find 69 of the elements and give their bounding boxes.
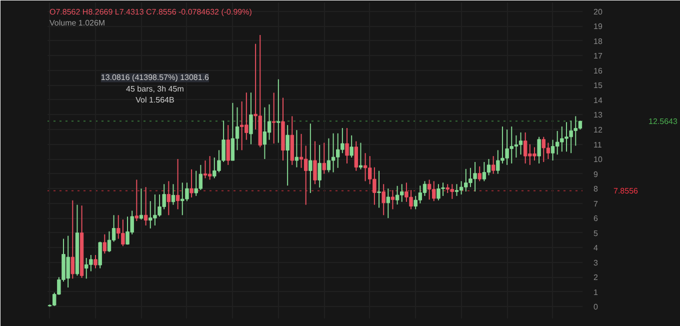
ref-line-label: 7.8556 xyxy=(614,186,639,196)
candlestick xyxy=(276,78,280,144)
candlestick xyxy=(166,180,171,216)
candlestick xyxy=(102,234,107,254)
candlestick xyxy=(98,241,102,269)
candlestick xyxy=(354,140,358,172)
candlestick xyxy=(230,102,235,161)
annotation: Volume 1.026M xyxy=(50,18,106,28)
candlestick xyxy=(326,138,331,173)
candlestick xyxy=(272,92,276,144)
y-tick-label: 4 xyxy=(594,244,598,253)
candlestick xyxy=(226,124,230,166)
candlestick xyxy=(482,161,486,182)
y-tick-label: 9 xyxy=(594,170,598,179)
y-tick-label: 0 xyxy=(594,302,598,312)
candlestick xyxy=(190,168,194,198)
candlestick xyxy=(294,130,299,168)
y-tick-label: 12 xyxy=(594,125,603,134)
candlestick xyxy=(322,142,326,174)
ref-line-label: 12.5643 xyxy=(648,117,678,126)
y-tick-label: 6 xyxy=(594,214,598,224)
candlestick xyxy=(345,128,349,164)
y-tick-label: 18 xyxy=(594,36,603,46)
text: O7.8562 H8.2669 L7.4313 C7.8556 -0.0784632 (-0.99%) xyxy=(50,8,252,16)
candlestick xyxy=(386,188,390,219)
y-tick-label: 20 xyxy=(594,7,603,16)
y-tick-label: 3 xyxy=(594,258,598,268)
candlestick xyxy=(308,123,312,194)
y-tick-label: 1 xyxy=(594,288,598,297)
candlestick xyxy=(390,190,395,210)
y-tick-label: 8 xyxy=(594,184,598,194)
candlestick xyxy=(537,136,541,164)
y-tick-label: 19 xyxy=(594,22,603,32)
candlestick xyxy=(176,158,180,210)
candlestick xyxy=(139,188,144,220)
candlestick xyxy=(267,104,272,140)
annotation: Vol 1.564B xyxy=(136,95,174,104)
candlestick xyxy=(377,170,381,208)
annotation: 45 bars, 3h 45m xyxy=(126,84,184,94)
candlestick xyxy=(171,184,176,206)
candlestick xyxy=(382,184,386,216)
candlestick xyxy=(318,144,322,188)
candlestick xyxy=(249,92,253,145)
candlestick xyxy=(518,132,523,156)
candlestick xyxy=(94,254,98,269)
candlestick xyxy=(491,156,496,174)
y-tick-label: 7 xyxy=(594,199,598,208)
candlestick xyxy=(107,230,112,253)
annotation: 13.0816 (41398.57%) 13081.6 xyxy=(100,73,210,82)
candlestick xyxy=(478,166,482,182)
y-tick-label: 5 xyxy=(594,228,598,238)
y-tick-label: 16 xyxy=(594,66,603,76)
candlestick xyxy=(286,124,290,186)
y-tick-label: 10 xyxy=(594,155,603,164)
candlestick xyxy=(144,186,148,226)
y-tick-label: 13 xyxy=(594,110,603,120)
y-tick-label: 15 xyxy=(594,81,603,90)
candlestick xyxy=(262,106,267,160)
candlestick xyxy=(486,158,491,176)
y-tick-label: 11 xyxy=(594,140,602,150)
y-tick-label: 2 xyxy=(594,273,598,282)
y-tick-label: 17 xyxy=(594,52,603,61)
candlestick xyxy=(134,179,139,222)
candlestick xyxy=(208,156,212,180)
y-tick-label: 14 xyxy=(594,96,603,105)
candlestick xyxy=(313,140,317,185)
candlestick xyxy=(70,200,74,280)
candlestick xyxy=(358,142,363,170)
candlestick xyxy=(350,134,354,158)
